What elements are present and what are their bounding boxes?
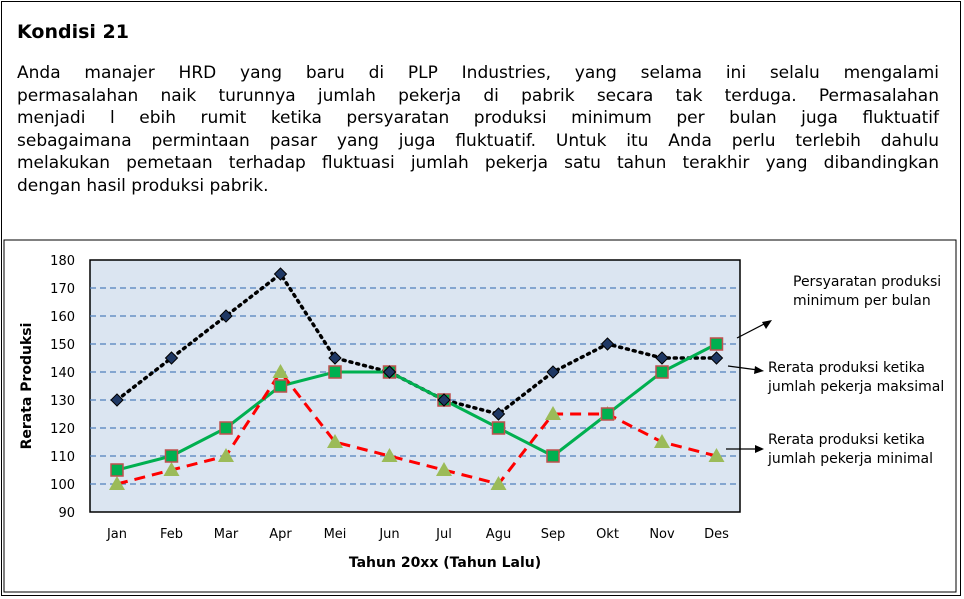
data-point-min-req [382,365,397,379]
y-tick-label: 110 [50,450,75,465]
paragraph-line: melakukan pemetaan terhadap fluktuasi ju… [17,153,939,173]
data-point-min-workers [654,434,670,448]
data-point-max-workers [491,421,506,435]
chart-border [3,239,957,593]
paragraph-line: permasalahan naik turunnya jumlah pekerj… [17,85,939,106]
series-lines [115,272,719,486]
data-point-min-req [328,351,342,365]
annotation-line: minimum per bulan [793,293,931,309]
data-point-min-req [164,351,179,365]
annotation-line: Rerata produksi ketika [768,432,926,448]
annotation-line: jumlah pekerja minimal [768,451,933,467]
data-point-min-req [655,351,669,365]
x-tick-label: Jul [435,527,452,542]
data-point-max-workers [110,463,124,477]
x-tick-label: Mei [324,527,347,542]
data-point-min-req [273,267,288,281]
y-axis-label: Rerata Produksi [19,323,35,450]
x-tick-label: Nov [649,527,675,542]
paragraph-line: sebagaimana permintaan pasar yang juga f… [17,130,939,151]
x-tick-label: Feb [160,527,183,542]
x-tick-label: Des [704,527,729,542]
annotation-arrows [726,320,772,453]
y-tick-label: 160 [50,310,75,325]
y-tick-label: 170 [50,282,75,297]
paragraph-line: Anda manajer HRD yang baru di PLP Indust… [17,63,939,83]
data-point-max-workers [219,421,233,435]
data-point-min-workers [545,406,561,420]
y-tick-labels: 90 100 110 120 130 140 150 160 170 180 [50,254,75,521]
data-point-min-req [709,351,724,365]
x-tick-label: Sep [541,527,566,542]
y-tick-label: 150 [50,338,75,353]
arrowhead-icon [754,366,764,374]
x-tick-label: Okt [596,527,619,542]
annotation-max-workers: Rerata produksi ketika jumlah pekerja ma… [768,359,944,397]
data-point-min-workers [163,462,180,476]
x-axis-label: Tahun 20xx (Tahun Lalu) [349,555,541,571]
x-tick-label: Apr [269,527,292,542]
x-tick-label: Jun [378,527,399,542]
y-tick-label: 100 [50,478,75,493]
data-point-min-req [600,337,615,351]
x-tick-label: Mar [214,527,239,542]
data-point-min-req [546,365,560,379]
data-point-min-workers [218,448,234,462]
arrow-min-req [736,321,769,339]
annotation-line: Rerata produksi ketika [768,360,926,376]
paragraph-line: menjadi l ebih rumit ketika persyaratan … [17,108,939,128]
data-point-min-req [491,407,506,421]
data-point-min-req [110,393,124,407]
y-tick-label: 130 [50,394,75,409]
data-point-min-workers [490,476,507,490]
gridlines [90,287,740,485]
data-point-min-req [219,309,233,323]
series-line-min_workers [116,370,717,486]
data-point-max-workers [709,337,724,351]
data-point-min-workers [272,364,289,378]
y-tick-label: 120 [50,422,75,437]
y-tick-label: 140 [50,366,75,381]
annotation-line: Persyaratan produksi [793,274,942,290]
data-point-max-workers [546,449,560,463]
paragraph-line: dengan hasil produksi pabrik. [17,175,269,196]
series-markers [109,267,725,490]
arrow-max-workers [727,365,759,371]
y-tick-label: 180 [50,254,75,269]
data-point-max-workers [164,449,179,463]
annotation-line: jumlah pekerja maksimal [768,379,945,395]
data-point-min-workers [381,448,398,462]
data-point-max-workers [273,379,288,393]
data-point-min-workers [327,434,343,448]
data-point-max-workers [655,365,669,379]
series-line-max_workers [115,342,718,472]
data-point-max-workers [328,365,342,379]
data-point-min-req [437,393,451,407]
annotation-min-workers: Rerata produksi ketika jumlah pekerja mi… [768,431,933,469]
annotation-min-requirement: Persyaratan produksi minimum per bulan [793,273,941,311]
x-tick-label: Jan [106,527,127,542]
arrowhead-icon [762,320,772,329]
data-point-min-workers [109,476,125,490]
data-point-min-workers [708,448,725,462]
data-point-max-workers [600,407,615,421]
scenario-paragraph: Anda manajer HRD yang baru di PLP Indust… [17,62,939,197]
x-tick-label: Agu [486,527,511,542]
data-point-min-workers [436,462,452,476]
y-tick-label: 90 [58,506,75,521]
arrowhead-icon [755,445,764,453]
x-tick-labels: Jan Feb Mar Apr Mei Jun Jul Agu Sep Okt Nov Des [106,527,729,542]
condition-heading: Kondisi 21 [17,21,129,43]
